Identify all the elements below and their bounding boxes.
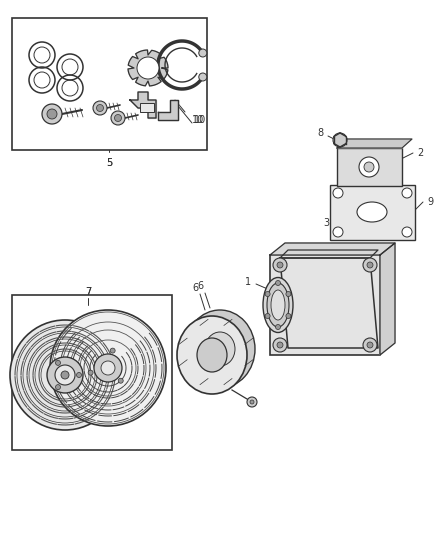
Circle shape — [402, 188, 412, 198]
Text: 6: 6 — [197, 281, 203, 291]
Circle shape — [50, 310, 166, 426]
Circle shape — [56, 385, 60, 390]
Polygon shape — [280, 250, 378, 258]
Circle shape — [199, 49, 207, 57]
Text: 6: 6 — [192, 283, 198, 293]
Circle shape — [277, 342, 283, 348]
Polygon shape — [270, 243, 395, 255]
Circle shape — [47, 109, 57, 119]
Circle shape — [93, 101, 107, 115]
Text: 3: 3 — [323, 218, 329, 228]
Polygon shape — [380, 243, 395, 355]
Circle shape — [118, 378, 123, 383]
Text: 10: 10 — [192, 115, 204, 125]
Circle shape — [265, 313, 270, 319]
Circle shape — [88, 370, 93, 375]
Bar — [330, 185, 415, 240]
Circle shape — [277, 262, 283, 268]
Ellipse shape — [197, 338, 227, 372]
Bar — [12, 295, 172, 450]
Circle shape — [250, 400, 254, 404]
Ellipse shape — [205, 332, 235, 366]
Polygon shape — [337, 139, 412, 148]
Circle shape — [333, 227, 343, 237]
Circle shape — [199, 73, 207, 81]
Circle shape — [402, 227, 412, 237]
Circle shape — [273, 258, 287, 272]
Text: 1: 1 — [245, 277, 251, 287]
Polygon shape — [130, 92, 156, 118]
Text: 7: 7 — [85, 287, 91, 297]
Ellipse shape — [267, 283, 289, 327]
Circle shape — [137, 57, 159, 79]
Ellipse shape — [185, 310, 255, 388]
Circle shape — [77, 373, 81, 377]
Circle shape — [61, 371, 69, 379]
Circle shape — [101, 361, 115, 375]
Polygon shape — [280, 258, 378, 348]
Ellipse shape — [271, 290, 285, 320]
Circle shape — [265, 292, 270, 296]
Ellipse shape — [263, 278, 293, 333]
Circle shape — [56, 360, 60, 366]
Ellipse shape — [177, 316, 247, 394]
Circle shape — [55, 365, 75, 385]
Circle shape — [367, 342, 373, 348]
Circle shape — [110, 348, 115, 353]
Polygon shape — [158, 100, 178, 120]
Text: 8: 8 — [317, 128, 323, 138]
Circle shape — [286, 313, 291, 319]
Circle shape — [333, 188, 343, 198]
Ellipse shape — [357, 202, 387, 222]
Text: 5: 5 — [106, 158, 112, 168]
Circle shape — [363, 338, 377, 352]
Text: 10: 10 — [194, 115, 206, 125]
Circle shape — [96, 104, 103, 111]
Circle shape — [114, 115, 121, 122]
Circle shape — [363, 258, 377, 272]
Circle shape — [111, 111, 125, 125]
Circle shape — [286, 292, 291, 296]
Circle shape — [273, 338, 287, 352]
Text: 5: 5 — [106, 158, 112, 168]
Circle shape — [94, 354, 122, 382]
Circle shape — [333, 133, 347, 147]
Circle shape — [42, 104, 62, 124]
Bar — [140, 103, 154, 112]
Circle shape — [47, 357, 83, 393]
Polygon shape — [128, 50, 168, 86]
Circle shape — [364, 162, 374, 172]
Bar — [12, 18, 207, 150]
Text: 7: 7 — [85, 287, 91, 297]
Circle shape — [247, 397, 257, 407]
Circle shape — [10, 320, 120, 430]
Bar — [270, 255, 380, 355]
Text: 9: 9 — [427, 197, 433, 207]
Circle shape — [276, 280, 280, 286]
Circle shape — [367, 262, 373, 268]
Circle shape — [359, 157, 379, 177]
Circle shape — [276, 325, 280, 329]
Bar — [337, 148, 402, 186]
Text: 2: 2 — [417, 148, 423, 158]
